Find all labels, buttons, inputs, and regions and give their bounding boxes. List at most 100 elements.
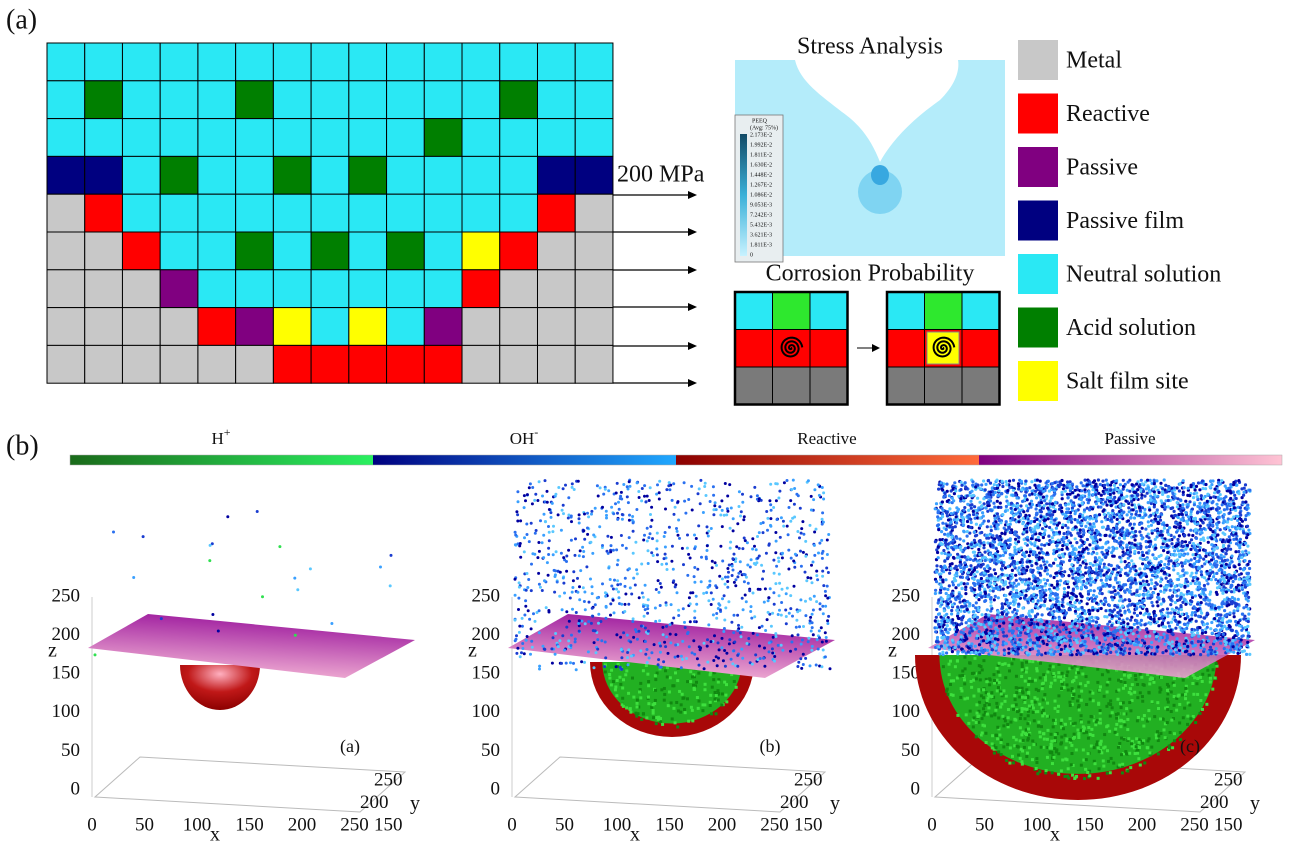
legend-swatch [1018, 201, 1058, 241]
ion-particle [698, 664, 701, 667]
pit-particle [1103, 733, 1106, 736]
pit-particle [660, 688, 663, 691]
ion-particle [999, 620, 1002, 623]
ion-particle [634, 541, 637, 544]
ion-particle [551, 530, 554, 533]
ion-particle [1081, 606, 1084, 609]
pit-particle [1070, 752, 1073, 755]
grid-cell [424, 156, 462, 194]
ion-particle [725, 652, 728, 655]
ion-particle [715, 508, 718, 511]
ion-particle [1139, 644, 1142, 647]
ion-particle [576, 577, 579, 580]
ion-particle [660, 563, 663, 566]
ion-particle [792, 560, 795, 563]
ion-particle [1055, 527, 1058, 530]
grid-cell [47, 119, 85, 157]
ion-particle [663, 557, 666, 560]
ion-name: Passive [1105, 429, 1156, 448]
ion-particle [997, 596, 1000, 599]
ion-particle [649, 513, 652, 516]
ion-particle [583, 513, 586, 516]
pit-particle [636, 699, 639, 702]
ion-particle [718, 604, 721, 607]
ion-particle [940, 569, 943, 572]
ion-particle [1186, 584, 1189, 587]
ion-particle [739, 560, 742, 563]
ion-particle [674, 633, 677, 636]
y-tick-label: 150 [1214, 814, 1243, 835]
ion-particle [719, 514, 722, 517]
ion-particle [675, 527, 678, 530]
ion-particle [801, 639, 804, 642]
ion-particle [1051, 536, 1054, 539]
ion-particle [578, 598, 581, 601]
pit-particle [1156, 701, 1159, 704]
ion-particle [519, 542, 522, 545]
pit-particle [1128, 691, 1131, 694]
grid-cell [85, 156, 123, 194]
ion-particle [562, 582, 565, 585]
ion-particle [819, 608, 822, 611]
pit-particle [1037, 724, 1040, 727]
ion-particle [538, 665, 541, 668]
grid-cell [537, 81, 575, 119]
ion-particle [767, 596, 770, 599]
cell [887, 292, 925, 330]
ion-particle [640, 625, 643, 628]
ion-particle [753, 545, 756, 548]
ion-particle [516, 490, 519, 493]
pit-particle [1018, 695, 1021, 698]
ion-particle [762, 657, 765, 660]
ion-particle [684, 626, 687, 629]
ion-particle [567, 496, 570, 499]
pit-particle [996, 726, 999, 729]
pit-particle [1126, 728, 1129, 731]
pit-particle [1000, 702, 1003, 705]
ion-particle [624, 593, 627, 596]
legend-label: Acid solution [1066, 315, 1196, 341]
ion-particle [1061, 601, 1064, 604]
pit-particle [1070, 763, 1073, 766]
pit-particle [650, 706, 653, 709]
ion-particle [615, 492, 618, 495]
pit-particle [1136, 752, 1139, 755]
ion-particle [698, 487, 701, 490]
ion-particle [805, 579, 808, 582]
ion-particle [1001, 605, 1004, 608]
ion-particle [636, 481, 639, 484]
ion-particle [802, 663, 805, 666]
ion-particle [624, 603, 627, 606]
ion-particle [1162, 542, 1165, 545]
z-tick-label: 150 [52, 663, 81, 684]
pit-particle [1042, 673, 1045, 676]
grid-cell [349, 43, 387, 81]
colorbar-label: Passive [1105, 429, 1156, 448]
ion-particle [616, 579, 619, 582]
ion-particle [818, 494, 821, 497]
grid-cell [575, 270, 613, 308]
pit-particle [1170, 710, 1173, 713]
ion-particle [705, 591, 708, 594]
pit-particle [976, 715, 979, 718]
ion-particle [626, 651, 629, 654]
grid-cell [575, 81, 613, 119]
ion-particle [1184, 500, 1187, 503]
pit-particle [1193, 676, 1196, 679]
ion-particle [525, 639, 528, 642]
ion-particle [796, 665, 799, 668]
pit-particle [1186, 723, 1189, 726]
pit-particle [995, 667, 998, 670]
ion-particle [1038, 539, 1041, 542]
ion-particle [604, 617, 607, 620]
ion-particle [517, 608, 520, 611]
pit-particle [689, 670, 692, 673]
ion-particle [1141, 562, 1144, 565]
pit-particle [1057, 773, 1060, 776]
ion-particle [769, 587, 772, 590]
ion-particle [728, 642, 731, 645]
ion-particle [706, 645, 709, 648]
ion-particle [773, 655, 776, 658]
ion-particle [1174, 609, 1177, 612]
pit-particle [1121, 771, 1124, 774]
